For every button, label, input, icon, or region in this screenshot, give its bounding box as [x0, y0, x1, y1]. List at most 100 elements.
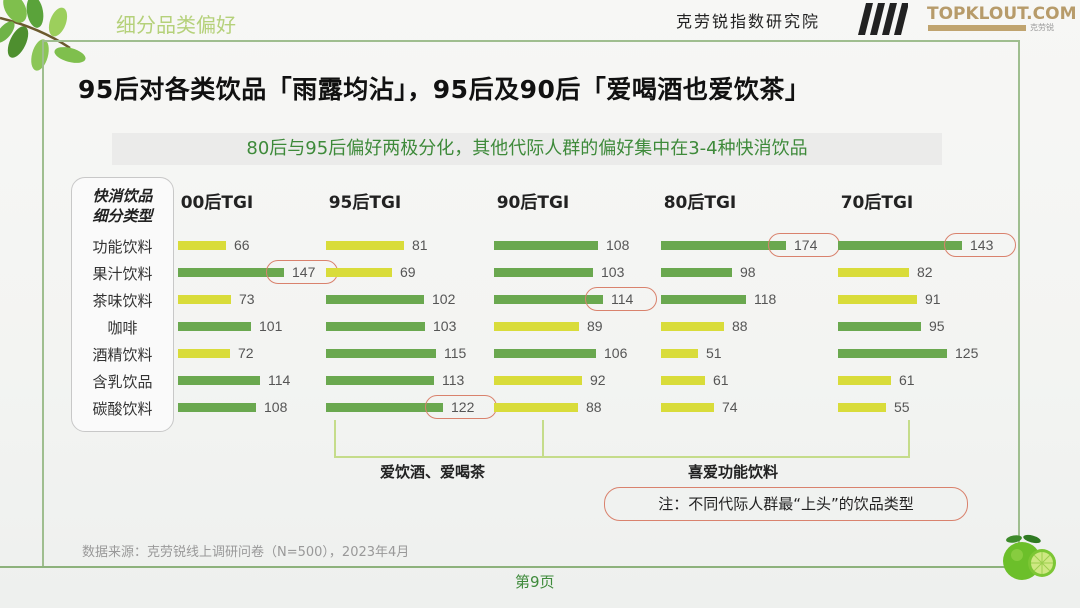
tgi-value-label: 103 — [433, 318, 457, 334]
highlight-ring — [944, 233, 1016, 257]
category-header-line2: 细分类型 — [92, 207, 153, 225]
tgi-value-label: 122 — [451, 399, 475, 415]
tgi-bar — [494, 268, 593, 277]
category-header-line1: 快消饮品 — [92, 187, 153, 205]
tgi-bar — [178, 403, 256, 412]
tgi-value-label: 114 — [268, 372, 291, 388]
tgi-value-label: 73 — [239, 291, 255, 307]
tgi-bar — [494, 295, 603, 304]
tgi-value-label: 81 — [412, 237, 428, 253]
brand-logo: TOPKLOUT.COM — [927, 4, 1077, 24]
tgi-value-label: 92 — [590, 372, 606, 388]
tgi-bar — [326, 241, 404, 250]
tgi-value-label: 91 — [925, 291, 941, 307]
tgi-value-label: 61 — [713, 372, 729, 388]
column-title: 00后TGI — [180, 193, 254, 213]
tgi-bar — [838, 268, 909, 277]
leaves-decoration-icon — [0, 0, 86, 71]
tgi-value-label: 147 — [292, 264, 316, 280]
tgi-value-label: 143 — [970, 237, 994, 253]
tgi-value-label: 114 — [611, 291, 634, 307]
frame-top-line — [42, 40, 1020, 42]
tgi-value-label: 101 — [259, 318, 283, 334]
tgi-value-label: 103 — [601, 264, 625, 280]
tgi-bar — [494, 403, 578, 412]
brand-sub-text: 克劳锐 — [1030, 23, 1054, 32]
tgi-bar — [326, 295, 424, 304]
category-box: 快消饮品 细分类型 功能饮料 果汁饮料 茶味饮料 咖啡 酒精饮料 含乳饮品 碳酸… — [71, 177, 174, 432]
tgi-value-label: 115 — [444, 345, 467, 361]
frame-bottom-line — [0, 566, 1020, 568]
frame-right-line — [1018, 40, 1020, 567]
tgi-value-label: 61 — [899, 372, 915, 388]
tgi-bar — [838, 376, 891, 385]
tgi-bar — [494, 241, 598, 250]
tgi-value-label: 125 — [955, 345, 979, 361]
bracket-tick — [542, 420, 544, 458]
tgi-bar — [661, 403, 714, 412]
bracket-tick — [334, 420, 336, 458]
tgi-bar — [661, 349, 698, 358]
page-number: 第9页 — [515, 573, 555, 591]
category-header: 快消饮品 细分类型 — [72, 186, 173, 226]
tgi-bar — [178, 376, 260, 385]
column-title: 95后TGI — [328, 193, 402, 213]
brand-logo-strip — [928, 25, 1026, 31]
highlight-ring — [425, 395, 497, 419]
tgi-bar — [661, 268, 732, 277]
tgi-value-label: 174 — [794, 237, 818, 253]
tgi-value-label: 108 — [606, 237, 630, 253]
highlight-ring — [768, 233, 840, 257]
column-title: 80后TGI — [663, 193, 737, 213]
tgi-value-label: 113 — [442, 372, 465, 388]
tgi-value-label: 98 — [740, 264, 756, 280]
tgi-bar — [178, 322, 251, 331]
highlight-ring — [585, 287, 657, 311]
note-box: 注：不同代际人群最“上头”的饮品类型 — [604, 487, 968, 521]
tgi-value-label: 51 — [706, 345, 722, 361]
tgi-bar — [838, 322, 921, 331]
bracket-label-left: 爱饮酒、爱喝茶 — [380, 463, 486, 481]
tgi-value-label: 69 — [400, 264, 416, 280]
tgi-value-label: 88 — [732, 318, 748, 334]
stripes-logo-icon — [858, 3, 908, 35]
category-label: 咖啡 — [107, 319, 138, 337]
bracket-label-right: 喜爱功能饮料 — [688, 463, 779, 481]
tgi-value-label: 108 — [264, 399, 288, 415]
tgi-value-label: 95 — [929, 318, 945, 334]
bracket-tick — [908, 420, 910, 458]
section-title: 细分品类偏好 — [116, 13, 236, 37]
tgi-bar — [494, 349, 596, 358]
tgi-value-label: 106 — [604, 345, 628, 361]
category-label: 果汁饮料 — [92, 265, 153, 283]
category-label: 含乳饮品 — [92, 373, 153, 391]
subheadline-banner: 80后与95后偏好两极分化，其他代际人群的偏好集中在3-4种快消饮品 — [112, 133, 942, 165]
tgi-value-label: 82 — [917, 264, 933, 280]
tgi-value-label: 88 — [586, 399, 602, 415]
category-label: 茶味饮料 — [92, 292, 153, 310]
tgi-bar — [178, 349, 230, 358]
tgi-value-label: 89 — [587, 318, 603, 334]
tgi-bar — [661, 322, 724, 331]
category-label: 酒精饮料 — [92, 346, 153, 364]
column-title: 90后TGI — [496, 193, 570, 213]
column-title: 70后TGI — [840, 193, 914, 213]
lime-decoration-icon — [1003, 534, 1056, 580]
tgi-bar — [838, 349, 947, 358]
tgi-value-label: 118 — [754, 291, 777, 307]
tgi-bar — [494, 322, 579, 331]
frame-left-line — [42, 40, 44, 567]
tgi-bar — [326, 376, 434, 385]
tgi-value-label: 102 — [432, 291, 456, 307]
tgi-bar — [326, 403, 443, 412]
tgi-bar — [494, 376, 582, 385]
tgi-bar — [838, 295, 917, 304]
subheadline: 80后与95后偏好两极分化，其他代际人群的偏好集中在3-4种快消饮品 — [246, 138, 808, 159]
tgi-bar — [661, 295, 746, 304]
headline: 95后对各类饮品「雨露均沾」，95后及90后「爱喝酒也爱饮茶」 — [78, 75, 811, 104]
bracket-line — [334, 456, 910, 458]
tgi-value-label: 55 — [894, 399, 910, 415]
tgi-bar — [661, 241, 786, 250]
tgi-bar — [178, 241, 226, 250]
tgi-bar — [178, 295, 231, 304]
